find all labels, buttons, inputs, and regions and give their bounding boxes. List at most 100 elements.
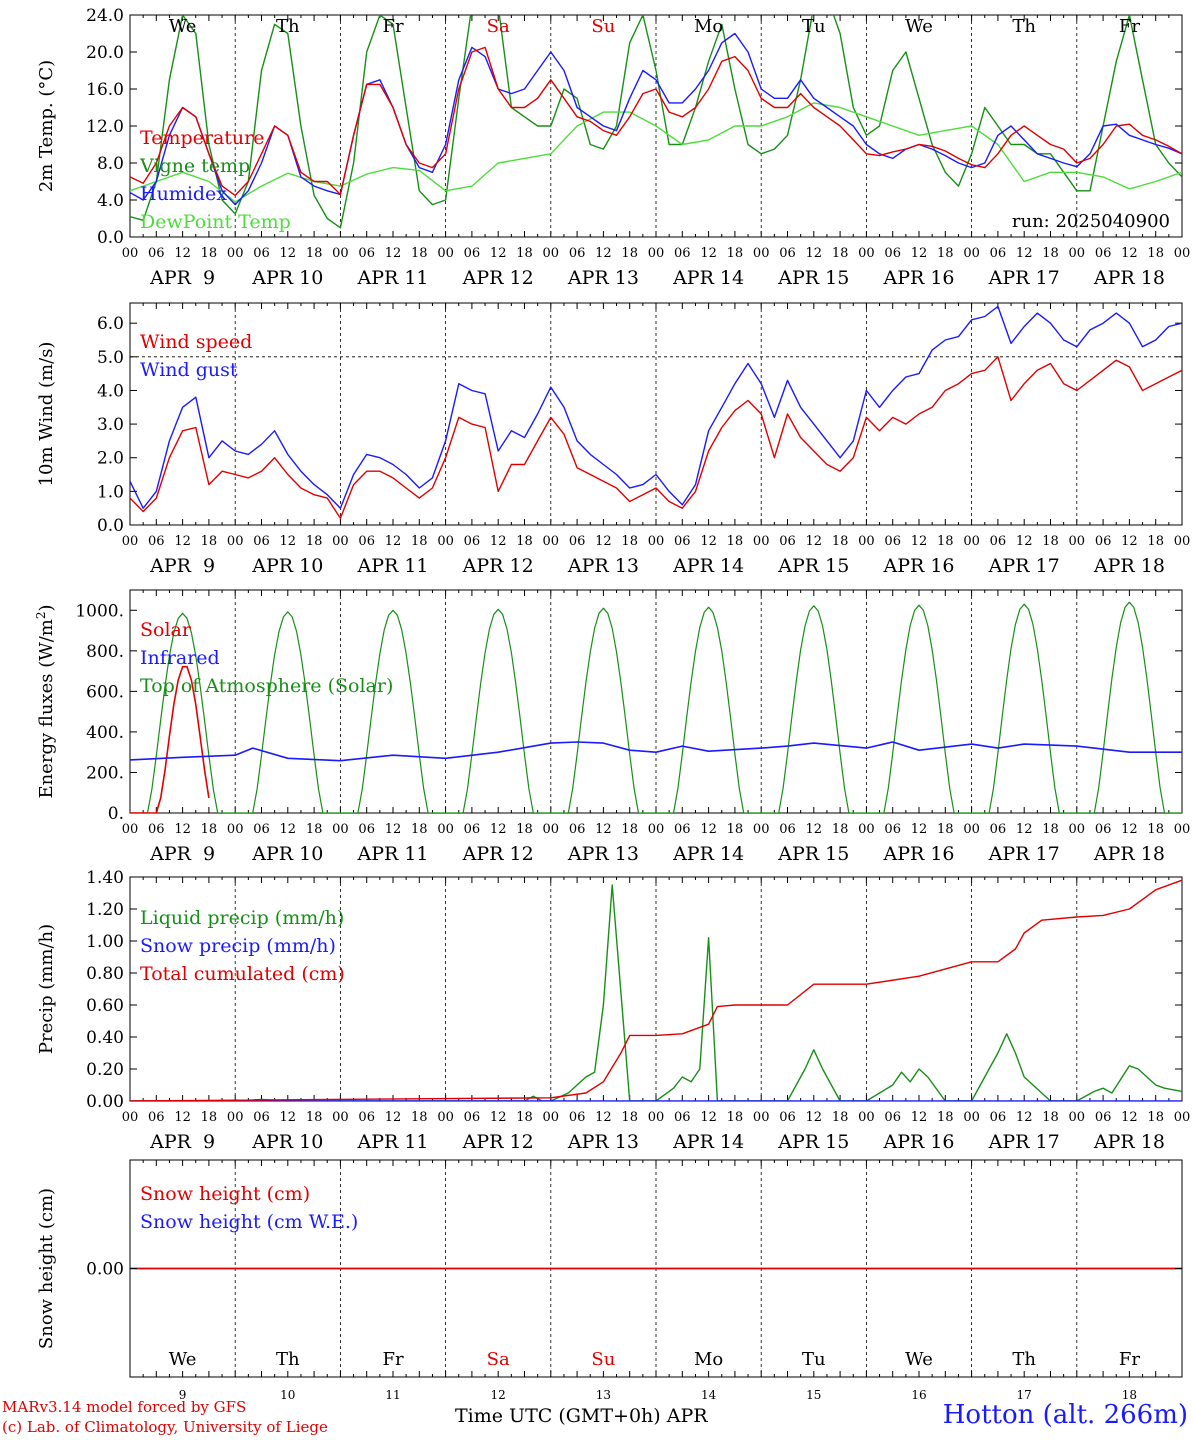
hour-tick-label: 18 [516, 1110, 533, 1125]
hour-tick-label: 06 [464, 1110, 481, 1125]
y-tick-label: 0.20 [86, 1060, 124, 1080]
y-tick-label: 600. [86, 682, 124, 702]
hour-tick-label: 00 [437, 822, 454, 837]
hour-tick-label: 18 [201, 822, 218, 837]
hour-tick-label: 00 [227, 822, 244, 837]
weekday-label: We [169, 16, 197, 37]
legend-item: Wind speed [140, 331, 252, 353]
y-tick-label: 12.0 [86, 117, 124, 137]
day-number-label: 9 [179, 1388, 187, 1402]
hour-tick-label: 18 [937, 246, 954, 261]
day-label: APR 10 [251, 555, 323, 577]
hour-tick-label: 06 [358, 246, 375, 261]
day-label: APR 15 [777, 1131, 849, 1153]
hour-tick-label: 12 [385, 246, 402, 261]
hour-tick-label: 12 [911, 1110, 928, 1125]
panel-frame [129, 589, 1183, 814]
day-number-label: 11 [385, 1388, 400, 1402]
hour-tick-label: 00 [122, 1110, 139, 1125]
hour-tick-label: 00 [858, 534, 875, 549]
hour-tick-label: 18 [832, 246, 849, 261]
hour-tick-label: 00 [1069, 822, 1086, 837]
hour-tick-label: 18 [1147, 534, 1164, 549]
hour-tick-label: 18 [1147, 1110, 1164, 1125]
hour-tick-label: 12 [490, 246, 507, 261]
day-label: APR 12 [462, 555, 534, 577]
hour-tick-label: 06 [884, 534, 901, 549]
weekday-label: Fr [1119, 16, 1140, 37]
hour-tick-label: 18 [1042, 246, 1059, 261]
weekday-label: We [169, 1349, 197, 1370]
hour-tick-label: 06 [253, 1110, 270, 1125]
day-label: APR 9 [149, 843, 215, 865]
hour-tick-label: 06 [779, 822, 796, 837]
infrared-line [130, 741, 1182, 762]
hour-tick-label: 18 [727, 534, 744, 549]
y-tick-label: 200. [86, 763, 124, 783]
day-label: APR 17 [988, 555, 1060, 577]
y-tick-label: 800. [86, 642, 124, 662]
hour-tick-label: 06 [253, 822, 270, 837]
y-axis-label: 10m Wind (m/s) [36, 342, 57, 487]
day-label: APR 14 [672, 1131, 744, 1153]
hour-tick-label: 06 [674, 822, 691, 837]
hour-tick-label: 00 [122, 246, 139, 261]
hour-tick-label: 00 [1174, 534, 1191, 549]
hour-tick-label: 06 [464, 822, 481, 837]
day-label: APR 12 [462, 1131, 534, 1153]
day-label: APR 9 [149, 555, 215, 577]
panel-temperature: 00 06 12 18 00 06 12 18 00 06 12 18 00 06 12 18 00 06 12 18… [36, 6, 1191, 289]
hour-tick-label: 12 [385, 1110, 402, 1125]
hour-tick-label: 00 [753, 822, 770, 837]
hour-tick-label: 06 [569, 1110, 586, 1125]
series-vigne-temp [130, 15, 1182, 229]
hour-tick-label: 18 [516, 534, 533, 549]
hour-tick-label: 18 [727, 822, 744, 837]
legend-item: Snow height (cm W.E.) [140, 1211, 358, 1233]
hour-tick-label: 00 [1069, 534, 1086, 549]
hour-tick-label: 12 [490, 1110, 507, 1125]
hour-tick-label: 06 [148, 1110, 165, 1125]
lab-credit: (c) Lab. of Climatology, University of L… [2, 1418, 328, 1436]
hour-tick-label: 18 [727, 1110, 744, 1125]
hour-tick-label: 18 [516, 822, 533, 837]
hour-tick-label: 12 [174, 822, 191, 837]
hour-tick-label: 12 [385, 822, 402, 837]
day-label: APR 14 [672, 843, 744, 865]
day-label: APR 18 [1093, 555, 1165, 577]
weekday-label: Tu [802, 16, 826, 37]
hour-tick-label: 12 [700, 822, 717, 837]
day-label: APR 11 [356, 1131, 428, 1153]
y-tick-label: 1.0 [97, 482, 124, 502]
weekday-label: Mo [694, 1349, 723, 1370]
day-label: APR 16 [882, 555, 954, 577]
hour-tick-label: 00 [753, 534, 770, 549]
hour-tick-label: 00 [543, 1110, 560, 1125]
hour-tick-label: 06 [884, 822, 901, 837]
hour-tick-label: 12 [174, 246, 191, 261]
hour-tick-label: 12 [700, 246, 717, 261]
hour-tick-label: 12 [1121, 1110, 1138, 1125]
hour-tick-label: 12 [700, 534, 717, 549]
hour-tick-label: 18 [411, 246, 428, 261]
hour-tick-label: 12 [280, 822, 297, 837]
y-tick-label: 0.80 [86, 964, 124, 984]
day-label: APR 11 [356, 267, 428, 289]
day-number-label: 16 [911, 1388, 926, 1402]
hour-tick-label: 00 [227, 1110, 244, 1125]
day-label: APR 16 [882, 1131, 954, 1153]
hour-tick-label: 18 [937, 534, 954, 549]
hour-tick-label: 06 [1095, 822, 1112, 837]
series-wind-speed [130, 356, 1182, 519]
hour-tick-label: 00 [1174, 246, 1191, 261]
panel-energy: 00 06 12 18 00 06 12 18 00 06 12 18 00 06 12 18 00 06 12 18… [34, 589, 1190, 865]
y-tick-label: 0.60 [86, 996, 124, 1016]
hour-tick-label: 00 [1174, 1110, 1191, 1125]
hour-tick-label: 12 [1016, 534, 1033, 549]
day-number-label: 18 [1122, 1388, 1137, 1402]
hour-tick-label: 18 [832, 534, 849, 549]
legend-item: Vigne temp [139, 155, 250, 177]
weekday-label: We [905, 16, 933, 37]
weekday-label: Sa [487, 16, 510, 37]
hour-tick-label: 12 [490, 822, 507, 837]
